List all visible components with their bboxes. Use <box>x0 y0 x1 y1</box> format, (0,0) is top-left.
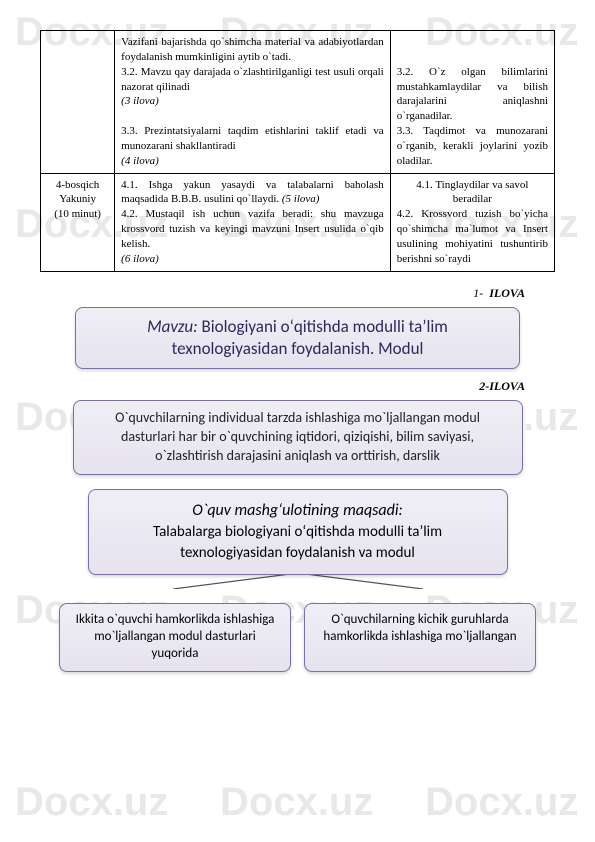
maqsad-box: O`quv mashgʻulotining maqsadi: Talabalar… <box>88 489 508 575</box>
bottom-left-box: Ikkita o`quvchi hamkorlikda ishlashiga m… <box>59 603 291 672</box>
cell-text: Vazifani bajarishda qo`shimcha material … <box>121 36 384 63</box>
info-text: O`quvchilarning individual tarzda ishlas… <box>115 409 480 464</box>
stage-type: Yakuniy <box>59 193 96 205</box>
connector-lines <box>53 573 543 589</box>
watermark: Docx.uz <box>220 780 373 825</box>
cell-text: 3.3. Taqdimot va munozarani o`rganib, ke… <box>397 125 548 167</box>
cell-text: 4.2. Mustaqil ish uchun vazifa beradi: s… <box>121 208 384 250</box>
table-row: 4-bosqich Yakuniy (10 minut) 4.1. Ishga … <box>41 173 555 271</box>
cell-text: 4.1. Ishga yakun yasaydi va talabalarni … <box>121 179 384 206</box>
table-row: Vazifani bajarishda qo`shimcha material … <box>41 31 555 174</box>
result-cell: 4.1. Tinglaydilar va savol beradilar 4.2… <box>390 173 554 271</box>
mavzu-box: Mavzu: Biologiyani oʻqitishda modulli ta… <box>75 307 520 369</box>
maqsad-text: Talabalarga biologiyani oʻqitishda modul… <box>105 522 491 564</box>
ilova-ref: (3 ilova) <box>121 95 159 107</box>
info-box: O`quvchilarning individual tarzda ishlas… <box>73 400 523 475</box>
watermark: Docx.uz <box>15 780 168 825</box>
mavzu-title: Mavzu: <box>147 316 198 337</box>
lesson-table: Vazifani bajarishda qo`shimcha material … <box>40 30 555 272</box>
ilova-ref: (4 ilova) <box>121 155 159 167</box>
bottom-right-box: O`quvchilarning kichik guruhlarda hamkor… <box>304 603 536 672</box>
ilova-1-label: 1- ILOVA <box>40 286 525 301</box>
watermark: Docx.uz <box>425 780 578 825</box>
cell-text: 3.2. O`z olgan bilimlarini mustahkamlayd… <box>397 66 548 123</box>
ilova-ref: (5 ilova) <box>282 193 320 205</box>
cell-text: 4.2. Krossvord tuzish bo`yicha qo`shimch… <box>397 208 548 265</box>
ilova-ref: (6 ilova) <box>121 253 159 265</box>
ilova-prefix: 1- <box>473 286 483 300</box>
result-cell: 3.2. O`z olgan bilimlarini mustahkamlayd… <box>390 31 554 174</box>
stage-cell: 4-bosqich Yakuniy (10 minut) <box>41 173 115 271</box>
box-text: Ikkita o`quvchi hamkorlikda ishlashiga m… <box>76 612 275 661</box>
ilova-word: 2-ILOVA <box>479 379 525 393</box>
cell-text: 3.3. Prezintatsiyalarni taqdim etishlari… <box>121 125 384 152</box>
stage-name: 4-bosqich <box>56 179 99 191</box>
stage-duration: (10 minut) <box>54 208 101 220</box>
cell-text: 3.2. Mavzu qay darajada o`zlashtirilganl… <box>121 66 384 93</box>
activity-cell: Vazifani bajarishda qo`shimcha material … <box>115 31 391 174</box>
box-text: O`quvchilarning kichik guruhlarda hamkor… <box>323 612 516 644</box>
activity-cell: 4.1. Ishga yakun yasaydi va talabalarni … <box>115 173 391 271</box>
maqsad-title: O`quv mashgʻulotining maqsadi: <box>105 500 491 522</box>
ilova-word: ILOVA <box>489 286 525 300</box>
stage-cell <box>41 31 115 174</box>
mavzu-text: Biologiyani oʻqitishda modulli taʼlim te… <box>172 316 448 359</box>
ilova-2-label: 2-ILOVA <box>40 379 525 394</box>
cell-text: 4.1. Tinglaydilar va savol beradilar <box>416 179 528 206</box>
